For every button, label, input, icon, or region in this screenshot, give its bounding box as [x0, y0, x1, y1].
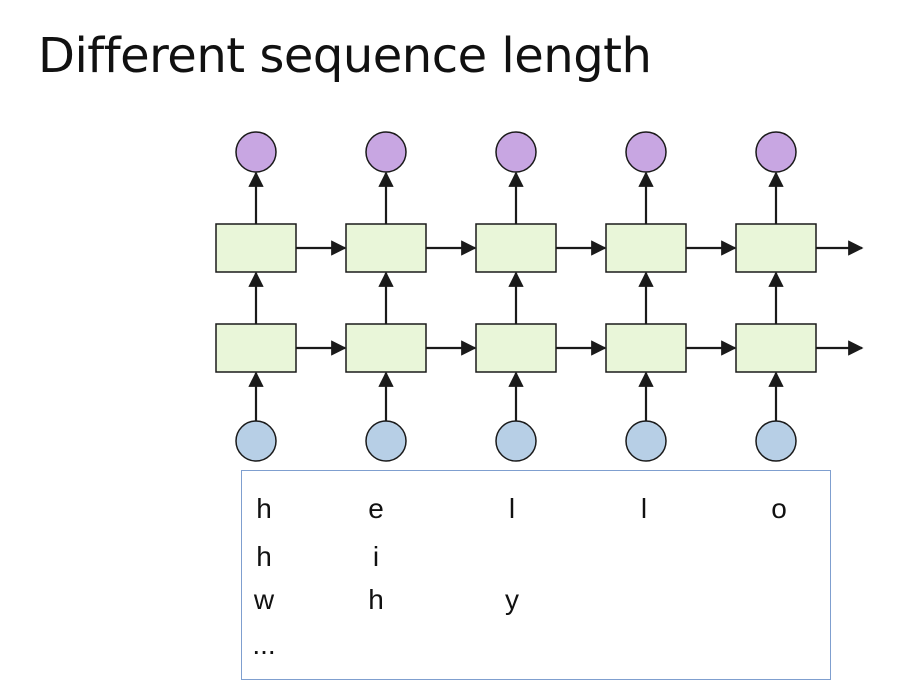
- sequence-token: h: [256, 541, 272, 572]
- rnn-cell-bottom: [605, 323, 687, 373]
- sequence-examples-box: h e l l o h i w h y...: [241, 470, 831, 680]
- sequence-token: y: [505, 584, 519, 615]
- sequence-token: o: [771, 493, 787, 524]
- rnn-cell-bottom: [215, 323, 297, 373]
- rnn-cell-top: [215, 223, 297, 273]
- sequence-token: i: [372, 541, 380, 572]
- rnn-cell-top: [735, 223, 817, 273]
- output-node: [235, 131, 277, 173]
- rnn-cell-top: [345, 223, 427, 273]
- input-node: [755, 420, 797, 462]
- sequence-token: ...: [252, 629, 276, 660]
- input-node: [235, 420, 277, 462]
- input-node: [495, 420, 537, 462]
- slide-title: Different sequence length: [38, 28, 652, 84]
- output-node: [365, 131, 407, 173]
- sequence-token: e: [368, 493, 384, 524]
- rnn-cell-bottom: [345, 323, 427, 373]
- rnn-cell-bottom: [475, 323, 557, 373]
- input-node: [625, 420, 667, 462]
- output-node: [755, 131, 797, 173]
- sequence-token: h: [368, 584, 384, 615]
- rnn-cell-top: [605, 223, 687, 273]
- input-node: [365, 420, 407, 462]
- output-node: [495, 131, 537, 173]
- output-node: [625, 131, 667, 173]
- sequence-token: l: [508, 493, 516, 524]
- rnn-cell-bottom: [735, 323, 817, 373]
- rnn-cell-top: [475, 223, 557, 273]
- sequence-token: w: [253, 584, 275, 615]
- sequence-token: h: [256, 493, 272, 524]
- sequence-token: l: [640, 493, 648, 524]
